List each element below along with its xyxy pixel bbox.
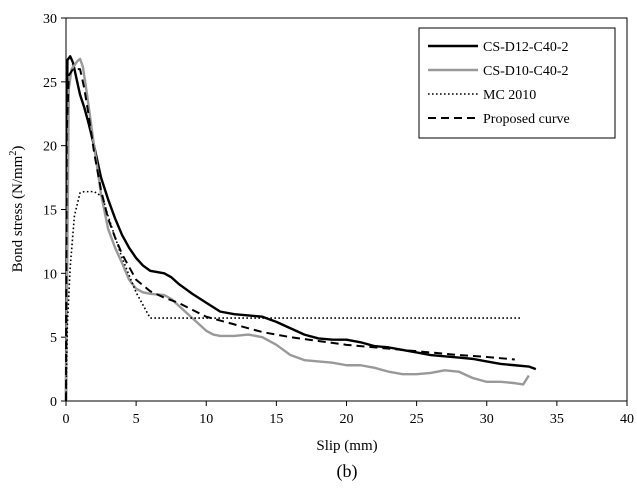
legend-label-cs-d10: CS-D10-C40-2 xyxy=(483,64,569,79)
x-tick-label: 25 xyxy=(410,412,424,427)
series-line-mc-2010 xyxy=(65,190,522,402)
legend-label-proposed: Proposed curve xyxy=(483,112,570,127)
y-tick-label: 20 xyxy=(43,140,57,155)
legend: CS-D12-C40-2 CS-D10-C40-2 MC 2010 Propos… xyxy=(418,27,616,139)
x-tick-label: 5 xyxy=(133,412,140,427)
y-axis-title: Bond stress (N/mm2) xyxy=(8,146,26,273)
y-tick-label: 15 xyxy=(43,204,57,219)
y-tick-label: 10 xyxy=(43,267,57,282)
series-line-proposed-curve xyxy=(65,68,515,402)
y-tick-label: 25 xyxy=(43,76,57,91)
x-tick-label: 30 xyxy=(480,412,494,427)
series-layer xyxy=(64,55,537,402)
x-axis-title: Slip (mm) xyxy=(316,438,377,454)
x-tick-label: 20 xyxy=(340,412,354,427)
x-tick-label: 10 xyxy=(199,412,213,427)
x-tick-label: 0 xyxy=(63,412,70,427)
x-axis-ticks: 0 5 10 15 20 25 30 35 40 xyxy=(63,401,634,427)
y-tick-label: 5 xyxy=(50,331,57,346)
y-axis-ticks: 0 5 10 15 20 25 30 xyxy=(43,12,66,410)
x-tick-label: 15 xyxy=(269,412,283,427)
legend-label-mc2010: MC 2010 xyxy=(483,88,536,103)
y-tick-label: 30 xyxy=(43,12,57,27)
legend-label-cs-d12: CS-D12-C40-2 xyxy=(483,40,569,55)
figure-caption: (b) xyxy=(337,461,358,482)
y-tick-label: 0 xyxy=(50,395,57,410)
x-tick-label: 35 xyxy=(550,412,564,427)
x-tick-label: 40 xyxy=(620,412,634,427)
